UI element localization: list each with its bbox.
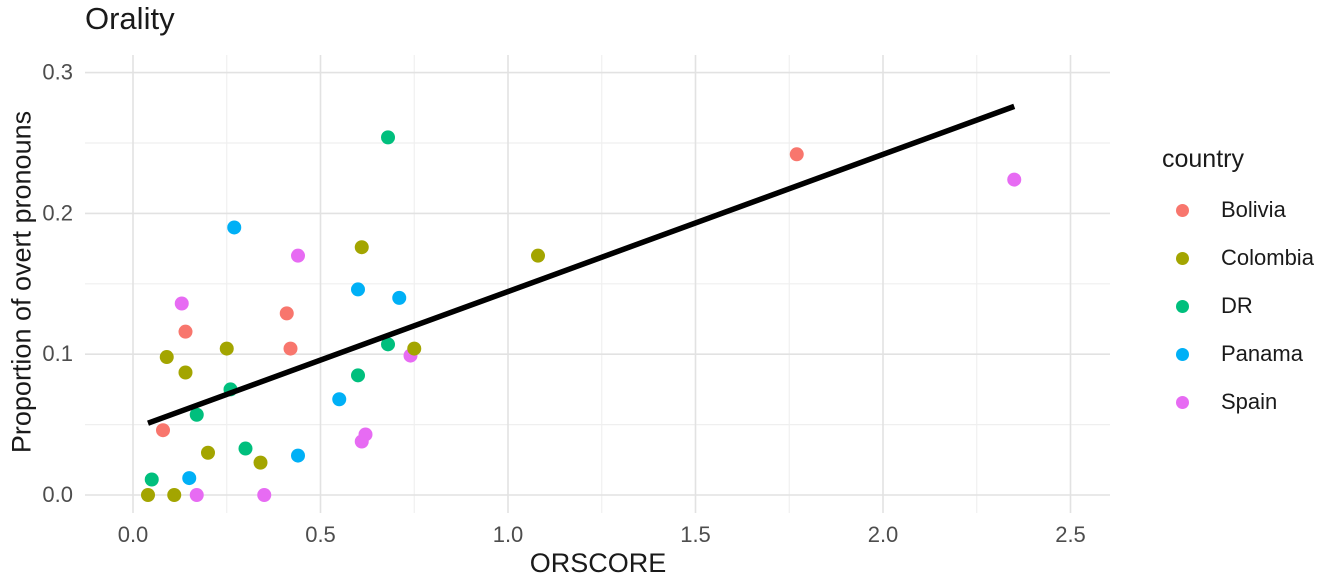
legend-label: Spain [1221, 389, 1278, 414]
x-tick-label: 0.5 [305, 522, 336, 547]
data-point-bolivia [178, 324, 193, 339]
data-point-panama [182, 471, 197, 486]
x-tick-label: 0.0 [118, 522, 149, 547]
data-point-dr [144, 472, 159, 487]
y-tick-label: 0.3 [42, 60, 73, 85]
y-tick-label: 0.2 [42, 200, 73, 225]
legend-title: country [1162, 145, 1244, 173]
legend-item-bolivia: Bolivia [1158, 186, 1326, 234]
data-point-colombia [167, 488, 182, 502]
data-point-colombia [201, 445, 215, 460]
legend-label: Bolivia [1221, 197, 1286, 222]
data-point-dr [351, 368, 365, 383]
x-tick-label: 1.0 [493, 522, 524, 547]
data-point-colombia [407, 341, 422, 356]
data-point-spain [189, 488, 204, 502]
y-tick-label: 0.0 [42, 482, 73, 507]
legend-dot-dr [1176, 299, 1189, 313]
data-point-dr [189, 407, 204, 422]
data-point-panama [332, 392, 347, 407]
data-point-panama [392, 290, 407, 305]
data-point-dr [238, 441, 253, 456]
legend-dot-colombia [1176, 251, 1189, 265]
x-tick-label: 2.0 [868, 522, 899, 547]
data-point-bolivia [279, 306, 294, 321]
data-point-colombia [219, 341, 234, 356]
data-point-dr [381, 337, 395, 352]
data-point-spain [291, 248, 305, 263]
data-point-spain [257, 488, 272, 502]
legend-label: Colombia [1221, 245, 1314, 270]
x-tick-label: 1.5 [680, 522, 711, 547]
data-point-spain [1007, 172, 1022, 187]
plot-title: Orality [85, 1, 175, 36]
legend-label: Panama [1221, 341, 1303, 366]
data-point-bolivia [156, 423, 170, 438]
legend-item-spain: Spain [1158, 378, 1326, 426]
legend-item-dr: DR [1158, 282, 1326, 330]
data-point-colombia [253, 455, 268, 470]
trend-line [147, 103, 1016, 426]
legend-dot-panama [1176, 347, 1189, 361]
data-point-colombia [178, 365, 193, 380]
legend: country Bolivia Colombia DR Panama Spain [1158, 145, 1326, 426]
legend-item-colombia: Colombia [1158, 234, 1326, 282]
data-point-colombia [159, 350, 174, 365]
data-point-colombia [531, 248, 545, 263]
data-point-dr [381, 130, 395, 145]
data-point-spain [358, 427, 373, 442]
data-point-spain [174, 296, 189, 311]
legend-dot-spain [1176, 395, 1189, 409]
legend-dot-bolivia [1176, 203, 1189, 217]
y-tick-label: 0.1 [42, 341, 73, 366]
data-point-panama [291, 448, 305, 463]
legend-item-panama: Panama [1158, 330, 1326, 378]
legend-label: DR [1221, 293, 1253, 318]
data-point-colombia [141, 488, 155, 502]
data-point-bolivia [283, 341, 298, 356]
data-point-panama [351, 282, 365, 297]
y-axis-title: Proportion of overt pronouns [6, 110, 37, 454]
data-point-bolivia [789, 147, 804, 162]
x-axis-title: ORSCORE [529, 548, 667, 578]
data-point-colombia [354, 240, 369, 255]
data-point-panama [227, 220, 242, 235]
x-tick-label: 2.5 [1055, 522, 1086, 547]
legend-items: Bolivia Colombia DR Panama Spain [1158, 186, 1326, 426]
